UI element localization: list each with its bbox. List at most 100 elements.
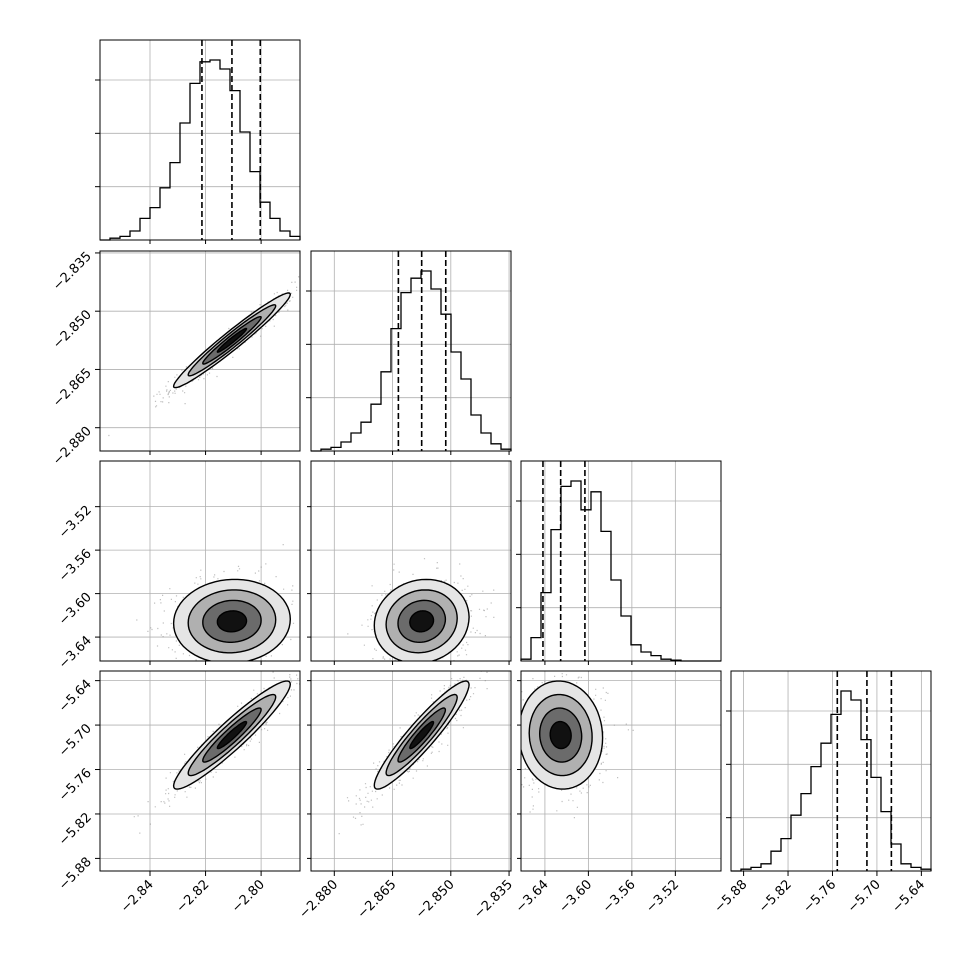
contour-line bbox=[172, 292, 292, 389]
x-axis-3: −5.88 −5.82 −5.76 −5.70 −5.64 bbox=[712, 871, 928, 916]
y-tick-label: −5.82 bbox=[56, 810, 95, 849]
histogram-panel-2 bbox=[516, 460, 722, 662]
y-axis-1: −2.880 −2.865 −2.850 −2.835 bbox=[50, 249, 100, 469]
scatter-contents bbox=[133, 671, 300, 834]
y-tick-label: −2.865 bbox=[50, 366, 95, 411]
contour-line bbox=[373, 578, 470, 661]
x-tick-label: −5.70 bbox=[845, 877, 884, 916]
x-axis-2: −3.64 −3.60 −3.56 −3.52 bbox=[513, 871, 682, 916]
contour-line bbox=[549, 720, 572, 750]
scatter-panel-3-0 bbox=[99, 670, 301, 872]
panel-frame bbox=[310, 460, 512, 662]
x-tick-label: −2.82 bbox=[174, 877, 213, 916]
x-tick-label: −5.82 bbox=[756, 877, 795, 916]
x-tick-label: −2.80 bbox=[229, 877, 268, 916]
panel-frame bbox=[730, 670, 932, 872]
histogram-panel-1 bbox=[306, 250, 512, 452]
contour-line bbox=[202, 599, 262, 643]
inner-ticks bbox=[149, 451, 262, 455]
y-tick-label: −3.52 bbox=[56, 503, 95, 542]
contour-line bbox=[409, 720, 435, 750]
contour-line bbox=[538, 707, 583, 763]
contour-line bbox=[385, 589, 458, 654]
scatter-contents bbox=[136, 544, 300, 661]
contour-line bbox=[172, 578, 292, 661]
scatter-contents bbox=[108, 276, 300, 437]
x-tick-label: −3.52 bbox=[643, 877, 682, 916]
x-tick-label: −3.56 bbox=[600, 877, 639, 916]
density-fill-core bbox=[409, 721, 434, 749]
inner-ticks bbox=[307, 506, 510, 665]
scatter-contents bbox=[521, 673, 634, 819]
density-fill-core bbox=[409, 610, 434, 632]
x-tick-label: −5.76 bbox=[801, 877, 840, 916]
contour-line bbox=[216, 327, 248, 353]
y-tick-label: −5.88 bbox=[56, 855, 95, 894]
x-axis-1: −2.880 −2.865 −2.850 −2.835 bbox=[297, 871, 516, 922]
x-tick-label: −5.64 bbox=[889, 877, 928, 916]
y-tick-label: −3.56 bbox=[56, 546, 95, 585]
x-tick-label: −2.835 bbox=[471, 877, 516, 922]
y-tick-label: −2.850 bbox=[50, 307, 95, 352]
x-tick-label: −2.84 bbox=[118, 877, 157, 916]
histogram-step-line bbox=[311, 270, 512, 452]
contour-line bbox=[409, 610, 435, 633]
inner-ticks bbox=[307, 680, 311, 859]
scatter-panel-3-1 bbox=[310, 670, 512, 872]
histogram-panel-3 bbox=[726, 670, 932, 872]
y-tick-label: −3.64 bbox=[56, 633, 95, 672]
inner-ticks bbox=[517, 680, 521, 859]
x-tick-label: −2.865 bbox=[355, 877, 400, 922]
contour-line bbox=[521, 680, 604, 790]
contour-line bbox=[397, 599, 447, 644]
y-tick-label: −2.835 bbox=[50, 249, 95, 294]
y-tick-label: −5.76 bbox=[56, 766, 95, 805]
y-axis-3: −5.88 −5.82 −5.76 −5.70 −5.64 bbox=[56, 677, 100, 894]
panel-frame bbox=[99, 39, 301, 241]
contour-line bbox=[373, 680, 470, 790]
scatter-panel-2-1 bbox=[310, 460, 512, 662]
contour-line bbox=[187, 304, 277, 377]
panel-frame bbox=[520, 670, 722, 872]
y-tick-label: −3.60 bbox=[56, 590, 95, 629]
contour-line bbox=[187, 589, 277, 654]
contour-line bbox=[216, 610, 248, 633]
contour-line bbox=[172, 680, 292, 790]
x-tick-label: −3.64 bbox=[513, 877, 552, 916]
histogram-step-line bbox=[520, 480, 721, 662]
histogram-panel-0 bbox=[95, 39, 301, 241]
inner-ticks bbox=[149, 661, 262, 665]
contour-line bbox=[528, 693, 593, 777]
y-tick-label: −2.880 bbox=[50, 424, 95, 469]
scatter-panel-3-2 bbox=[520, 670, 722, 872]
density-fill-core bbox=[550, 721, 572, 749]
scatter-contents bbox=[347, 558, 495, 661]
contour-line bbox=[216, 720, 248, 750]
y-tick-label: −5.70 bbox=[56, 721, 95, 760]
density-fill-core bbox=[217, 721, 247, 749]
x-tick-label: −2.850 bbox=[413, 877, 458, 922]
panel-frame bbox=[99, 460, 301, 662]
histogram-step-line bbox=[731, 690, 932, 872]
panel-frame bbox=[310, 670, 512, 872]
x-tick-label: −2.880 bbox=[297, 877, 342, 922]
panel-frame bbox=[99, 250, 301, 452]
hist-x-ticks bbox=[544, 661, 676, 665]
contour-line bbox=[202, 316, 262, 365]
panel-frame bbox=[310, 250, 512, 452]
scatter-panel-2-0 bbox=[99, 460, 301, 662]
contour-line bbox=[202, 707, 262, 763]
y-axis-2: −3.64 −3.60 −3.56 −3.52 bbox=[56, 503, 100, 672]
panel-frame bbox=[520, 460, 722, 662]
y-tick-label: −5.64 bbox=[56, 677, 95, 716]
scatter-panel-1-0 bbox=[99, 250, 301, 452]
contour-line bbox=[397, 707, 447, 763]
contour-line bbox=[187, 693, 277, 777]
contour-line bbox=[385, 693, 458, 777]
panel-frame bbox=[99, 670, 301, 872]
scatter-contents bbox=[338, 671, 488, 835]
hist-x-ticks bbox=[333, 451, 510, 455]
x-axis-0: −2.84 −2.82 −2.80 bbox=[118, 871, 268, 916]
